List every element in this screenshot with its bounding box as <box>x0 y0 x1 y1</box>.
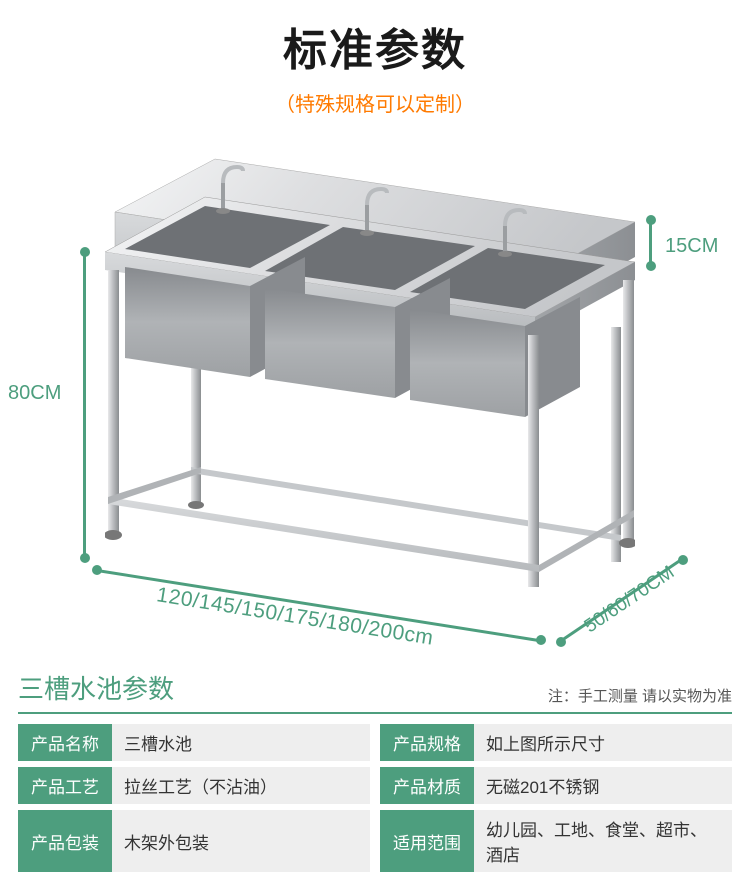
dim-line <box>83 255 86 555</box>
param-label: 产品规格 <box>380 724 474 761</box>
dim-dot <box>80 553 90 563</box>
page-subtitle: （特殊规格可以定制） <box>0 88 750 117</box>
param-label: 产品工艺 <box>18 767 112 804</box>
product-diagram: 80CM 15CM 120/145/150/175/180/200cm 50/6… <box>0 127 750 667</box>
param-label: 产品材质 <box>380 767 474 804</box>
page-title: 标准参数 <box>0 14 750 78</box>
param-value: 木架外包装 <box>112 810 370 872</box>
param-value: 无磁201不锈钢 <box>474 767 732 804</box>
dim-dot <box>678 555 688 565</box>
dim-backsplash-label: 15CM <box>665 235 718 258</box>
param-row: 产品材质 无磁201不锈钢 <box>380 767 732 804</box>
params-title: 三槽水池参数 <box>18 669 174 706</box>
param-value: 拉丝工艺（不沾油） <box>112 767 370 804</box>
param-row: 产品规格 如上图所示尺寸 <box>380 724 732 761</box>
param-row: 产品工艺 拉丝工艺（不沾油） <box>18 767 370 804</box>
params-section: 三槽水池参数 注：手工测量 请以实物为准 产品名称 三槽水池 产品规格 如上图所… <box>0 669 750 872</box>
dim-line <box>649 223 652 263</box>
param-label: 适用范围 <box>380 810 474 872</box>
dim-height-label: 80CM <box>8 382 61 405</box>
header: 标准参数 （特殊规格可以定制） <box>0 0 750 117</box>
param-value: 如上图所示尺寸 <box>474 724 732 761</box>
param-value: 三槽水池 <box>112 724 370 761</box>
dim-dot <box>646 261 656 271</box>
param-label: 产品包装 <box>18 810 112 872</box>
sink-illustration <box>105 157 635 587</box>
param-value: 幼儿园、工地、食堂、超市、酒店 <box>474 810 732 872</box>
param-row: 产品包装 木架外包装 <box>18 810 370 872</box>
param-row: 产品名称 三槽水池 <box>18 724 370 761</box>
params-note: 注：手工测量 请以实物为准 <box>548 685 732 706</box>
params-header: 三槽水池参数 注：手工测量 请以实物为准 <box>18 669 732 714</box>
dim-dot <box>536 635 546 645</box>
param-row: 适用范围 幼儿园、工地、食堂、超市、酒店 <box>380 810 732 872</box>
params-grid: 产品名称 三槽水池 产品规格 如上图所示尺寸 产品工艺 拉丝工艺（不沾油） 产品… <box>18 724 732 872</box>
param-label: 产品名称 <box>18 724 112 761</box>
